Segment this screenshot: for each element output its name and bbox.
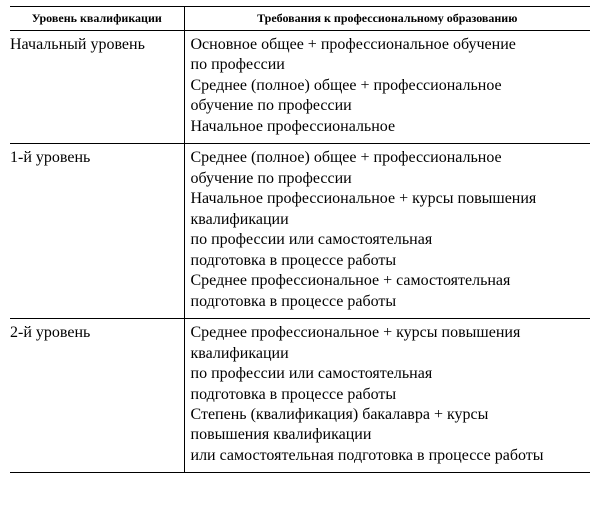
level-cell: Начальный уровень xyxy=(10,31,184,144)
document-page: Уровень квалификации Требования к профес… xyxy=(0,0,600,506)
requirement-line: обучение по профессии xyxy=(191,169,585,189)
requirement-line: обучение по профессии xyxy=(191,96,585,116)
table-body: Начальный уровень Основное общее + профес… xyxy=(10,31,590,473)
requirement-line: Среднее (полное) общее + профессионально… xyxy=(191,76,585,96)
requirement-line: Начальное профессиональное xyxy=(191,117,585,137)
requirement-line: Начальное профессиональное + курсы повыш… xyxy=(191,189,585,209)
requirement-line: Степень (квалификация) бакалавра + курсы xyxy=(191,405,585,425)
requirement-line: подготовка в процессе работы xyxy=(191,292,585,312)
requirements-cell: Основное общее + профессиональное обучен… xyxy=(184,31,590,144)
level-cell: 2-й уровень xyxy=(10,319,184,473)
requirement-line: по профессии xyxy=(191,55,585,75)
table-row: Начальный уровень Основное общее + профес… xyxy=(10,31,590,144)
qualification-table: Уровень квалификации Требования к профес… xyxy=(10,6,590,473)
requirement-line: по профессии или самостоятельная xyxy=(191,364,585,384)
requirement-line: квалификации xyxy=(191,344,585,364)
table-row: 2-й уровень Среднее профессиональное + ку… xyxy=(10,319,590,473)
requirement-line: повышения квалификации xyxy=(191,425,585,445)
requirement-line: Среднее (полное) общее + профессионально… xyxy=(191,148,585,168)
table-header-row: Уровень квалификации Требования к профес… xyxy=(10,7,590,31)
requirements-cell: Среднее (полное) общее + профессионально… xyxy=(184,144,590,319)
requirement-line: подготовка в процессе работы xyxy=(191,385,585,405)
level-cell: 1-й уровень xyxy=(10,144,184,319)
requirement-line: подготовка в процессе работы xyxy=(191,251,585,271)
requirement-line: или самостоятельная подготовка в процесс… xyxy=(191,446,585,466)
requirement-line: квалификации xyxy=(191,210,585,230)
requirements-cell: Среднее профессиональное + курсы повышен… xyxy=(184,319,590,473)
col-header-requirements: Требования к профессиональному образован… xyxy=(184,7,590,31)
requirement-line: Среднее профессиональное + курсы повышен… xyxy=(191,323,585,343)
col-header-level: Уровень квалификации xyxy=(10,7,184,31)
requirement-line: по профессии или самостоятельная xyxy=(191,230,585,250)
table-row: 1-й уровень Среднее (полное) общее + проф… xyxy=(10,144,590,319)
requirement-line: Среднее профессиональное + самостоятельн… xyxy=(191,271,585,291)
requirement-line: Основное общее + профессиональное обучен… xyxy=(191,35,585,55)
